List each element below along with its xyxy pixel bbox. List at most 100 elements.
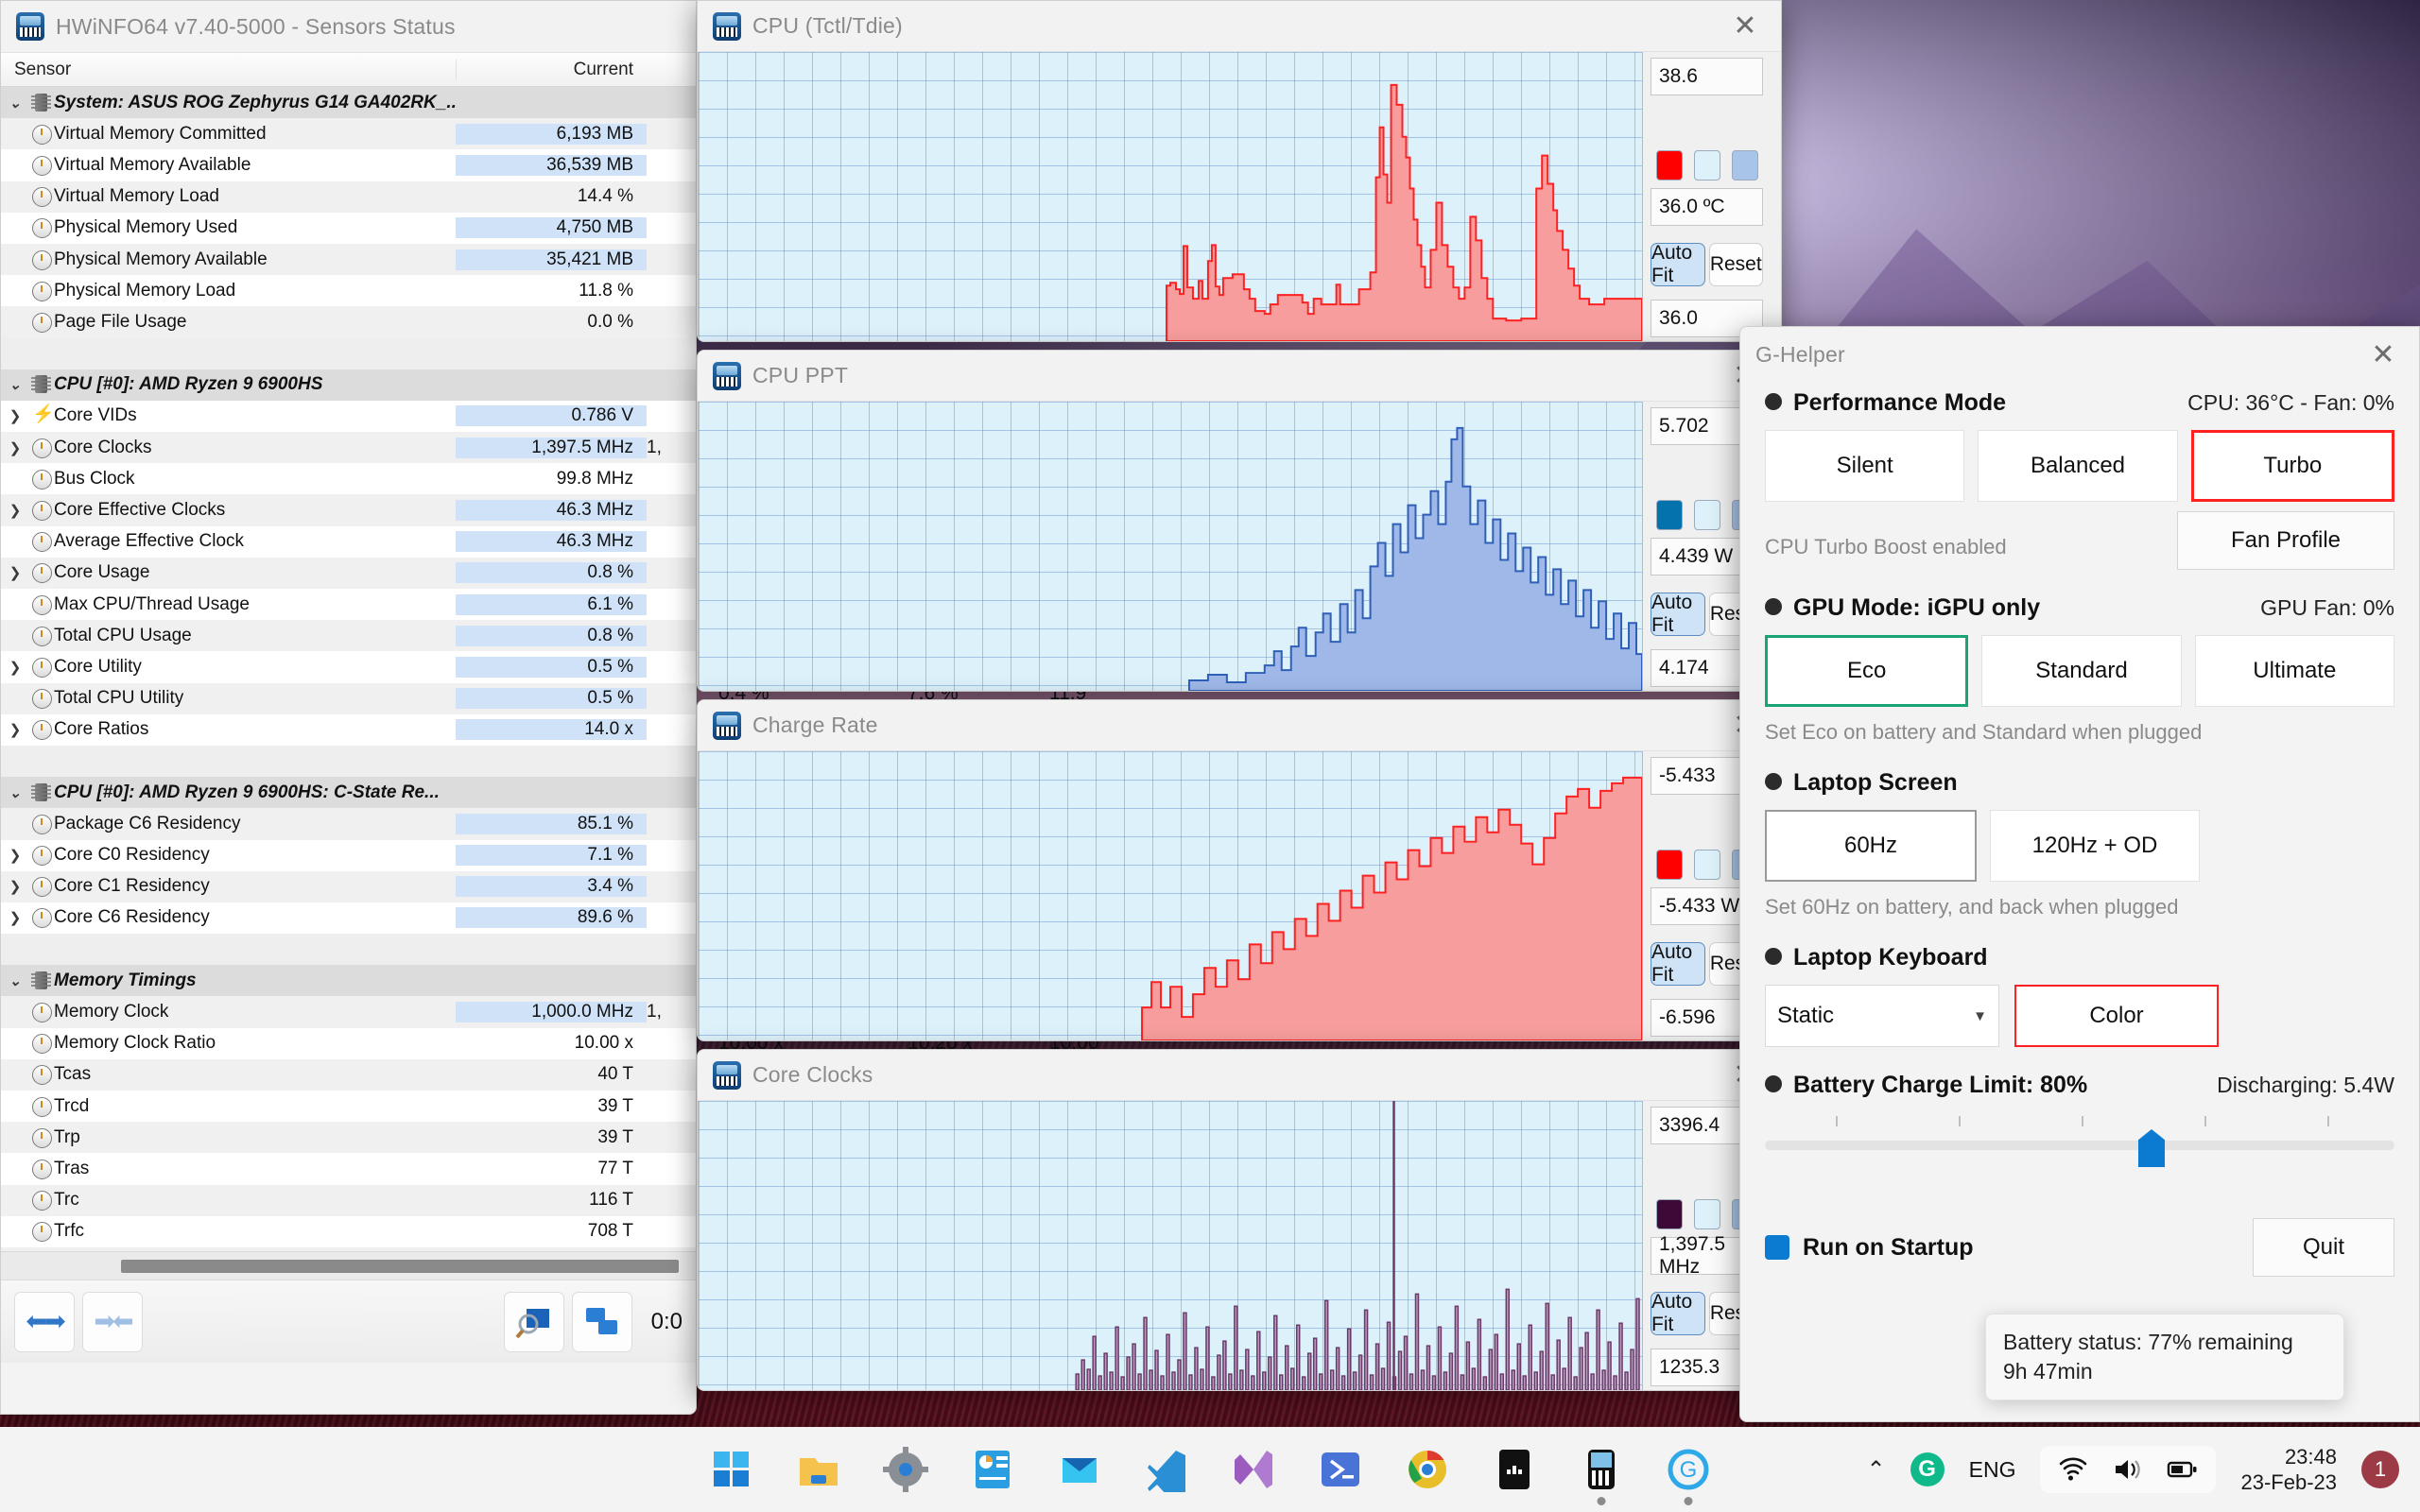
- sensor-row[interactable]: Command Rate1 T: [1, 1246, 696, 1251]
- graph-window-cpu-ppt[interactable]: CPU PPT ✕ 5.702 4.439 W Auto Fit Reset 4…: [697, 350, 1782, 692]
- notification-badge[interactable]: 1: [2361, 1451, 2399, 1488]
- auto-fit-button[interactable]: Auto Fit: [1651, 242, 1705, 286]
- swatch-background-color[interactable]: [1694, 850, 1720, 880]
- sensor-row[interactable]: Total CPU Usage 0.8 %: [1, 620, 696, 652]
- sensor-row[interactable]: Virtual Memory Committed 6,193 MB: [1, 118, 696, 150]
- sensor-group-row[interactable]: ⌄ System: ASUS ROG Zephyrus G14 GA402RK_.…: [1, 87, 696, 119]
- close-icon[interactable]: ✕: [1733, 10, 1757, 42]
- snapshot-button[interactable]: [503, 1291, 564, 1352]
- battery-limit-slider[interactable]: [1765, 1116, 2394, 1175]
- hwinfo-icon[interactable]: [1579, 1447, 1624, 1505]
- sensor-row[interactable]: ❯ Core Usage 0.8 %: [1, 557, 696, 589]
- graph-titlebar-core-clocks[interactable]: Core Clocks ✕: [698, 1050, 1781, 1101]
- sensor-row[interactable]: Average Effective Clock 46.3 MHz: [1, 525, 696, 558]
- keyboard-mode-select[interactable]: Static ▼: [1765, 985, 1999, 1047]
- ghelper-titlebar[interactable]: G-Helper ✕: [1740, 327, 2419, 382]
- mail-icon[interactable]: [1057, 1447, 1102, 1492]
- sensor-row[interactable]: ❯ Core C6 Residency 89.6 %: [1, 902, 696, 935]
- screen-120hz-button[interactable]: 120Hz + OD: [1990, 810, 2200, 882]
- gpu-eco-button[interactable]: Eco: [1765, 635, 1969, 707]
- sensor-row[interactable]: Trp 39 T: [1, 1122, 696, 1154]
- quick-settings-group[interactable]: [2040, 1446, 2217, 1493]
- chevron-down-icon[interactable]: ⌄: [9, 377, 22, 394]
- mode-silent-button[interactable]: Silent: [1765, 430, 1965, 502]
- remote-monitor-button[interactable]: [571, 1291, 632, 1352]
- sensor-row[interactable]: ❯ Core VIDs 0.786 V: [1, 400, 696, 433]
- chevron-down-icon[interactable]: ⌄: [9, 784, 22, 801]
- auto-fit-button[interactable]: Auto Fit: [1651, 592, 1705, 636]
- chevron-right-icon[interactable]: ❯: [9, 879, 22, 896]
- graph-titlebar-cpu-temp[interactable]: CPU (Tctl/Tdie) ✕: [698, 1, 1781, 52]
- sensor-row[interactable]: ❯ Core Effective Clocks 46.3 MHz: [1, 494, 696, 526]
- hwinfo-titlebar[interactable]: HWiNFO64 v7.40-5000 - Sensors Status: [1, 1, 696, 53]
- screen-refresh-buttons[interactable]: 60Hz 120Hz + OD: [1765, 810, 2200, 882]
- slider-thumb[interactable]: [2138, 1129, 2165, 1167]
- swatch-background-color[interactable]: [1694, 1199, 1720, 1229]
- vs-code-icon[interactable]: [1144, 1447, 1189, 1505]
- sensor-grid[interactable]: ⌄ System: ASUS ROG Zephyrus G14 GA402RK_.…: [1, 87, 696, 1251]
- plot-area-cpu-ppt[interactable]: [698, 402, 1643, 691]
- sensor-row[interactable]: Tcas 40 T: [1, 1058, 696, 1091]
- screen-60hz-button[interactable]: 60Hz: [1765, 810, 1977, 882]
- sensor-row[interactable]: Bus Clock 99.8 MHz: [1, 463, 696, 495]
- chart-app-icon[interactable]: [970, 1447, 1015, 1492]
- chevron-right-icon[interactable]: ❯: [9, 910, 22, 927]
- windows-taskbar[interactable]: G ⌃ G ENG 23:48 23-Feb-23 1: [0, 1427, 2420, 1512]
- graph-titlebar-cpu-ppt[interactable]: CPU PPT ✕: [698, 351, 1781, 402]
- graph-window-charge-rate[interactable]: Charge Rate ✕ -5.433 -5.433 W Auto Fit R…: [697, 699, 1782, 1041]
- horizontal-scrollbar[interactable]: [1, 1251, 696, 1280]
- sensor-row[interactable]: Trfc 708 T: [1, 1215, 696, 1247]
- plot-area-cpu-temp[interactable]: [698, 52, 1643, 341]
- sensor-row[interactable]: Physical Memory Used 4,750 MB: [1, 212, 696, 244]
- taskbar-clock[interactable]: 23:48 23-Feb-23: [2240, 1444, 2337, 1496]
- swatch-current-color[interactable]: [1656, 150, 1683, 180]
- sensor-row[interactable]: Package C6 Residency 85.1 %: [1, 808, 696, 840]
- column-header-current[interactable]: Current: [456, 59, 647, 80]
- ghelper-window[interactable]: G-Helper ✕ Performance Mode CPU: 36°C - …: [1739, 326, 2420, 1422]
- settings-icon[interactable]: [883, 1447, 928, 1492]
- chrome-icon[interactable]: [1405, 1447, 1450, 1492]
- reset-button[interactable]: Reset: [1708, 243, 1763, 286]
- gpu-mode-buttons[interactable]: Eco Standard Ultimate: [1765, 635, 2394, 707]
- visual-studio-icon[interactable]: [1231, 1447, 1276, 1492]
- plot-area-charge-rate[interactable]: [698, 751, 1643, 1040]
- run-on-startup-checkbox[interactable]: [1765, 1235, 1789, 1260]
- sensor-row[interactable]: Virtual Memory Available 36,539 MB: [1, 149, 696, 181]
- gpu-ultimate-button[interactable]: Ultimate: [2194, 635, 2394, 707]
- language-indicator[interactable]: ENG: [1968, 1456, 2016, 1482]
- scrollbar-thumb[interactable]: [121, 1259, 679, 1273]
- chevron-right-icon[interactable]: ❯: [9, 848, 22, 865]
- sensor-row[interactable]: ❯ Core Ratios 14.0 x: [1, 713, 696, 746]
- collapse-all-button[interactable]: ➡⬅: [82, 1291, 143, 1352]
- sensor-row[interactable]: Memory Clock Ratio 10.00 x: [1, 1027, 696, 1059]
- column-header-sensor[interactable]: Sensor: [14, 59, 72, 79]
- wifi-icon[interactable]: [2057, 1455, 2089, 1484]
- chevron-right-icon[interactable]: ❯: [9, 503, 22, 520]
- mode-turbo-button[interactable]: Turbo: [2190, 430, 2394, 502]
- sensor-group-row[interactable]: ⌄ CPU [#0]: AMD Ryzen 9 6900HS: [1, 369, 696, 401]
- start-icon[interactable]: [709, 1447, 754, 1492]
- swatch-current-color[interactable]: [1656, 850, 1683, 880]
- chevron-down-icon[interactable]: ⌄: [9, 94, 22, 112]
- plot-area-core-clocks[interactable]: [698, 1101, 1643, 1390]
- close-icon[interactable]: ✕: [2371, 338, 2395, 370]
- sensor-row[interactable]: Page File Usage 0.0 %: [1, 306, 696, 338]
- sensor-row[interactable]: Memory Clock 1,000.0 MHz 1,: [1, 996, 696, 1028]
- chevron-right-icon[interactable]: ❯: [9, 565, 22, 582]
- expand-all-button[interactable]: ⬅➡: [14, 1291, 75, 1352]
- spotify-icon[interactable]: [1492, 1447, 1537, 1492]
- sensor-group-row[interactable]: ⌄ CPU [#0]: AMD Ryzen 9 6900HS: C-State R…: [1, 777, 696, 809]
- file-explorer-icon[interactable]: [796, 1447, 841, 1492]
- grammarly-icon[interactable]: G: [1666, 1447, 1711, 1505]
- sensor-row[interactable]: Tras 77 T: [1, 1153, 696, 1185]
- sensor-row[interactable]: Max CPU/Thread Usage 6.1 %: [1, 589, 696, 621]
- taskbar-app-icons[interactable]: G: [709, 1447, 1711, 1505]
- sensor-row[interactable]: ❯ Core Utility 0.5 %: [1, 651, 696, 683]
- powershell-icon[interactable]: [1318, 1447, 1363, 1492]
- sensor-row[interactable]: Virtual Memory Load 14.4 %: [1, 180, 696, 213]
- sensor-row[interactable]: Total CPU Utility 0.5 %: [1, 682, 696, 714]
- sensor-row[interactable]: Trcd 39 T: [1, 1091, 696, 1123]
- tray-grammarly-icon[interactable]: G: [1910, 1452, 1945, 1486]
- swatch-current-color[interactable]: [1656, 500, 1683, 530]
- show-hidden-icons-chevron-icon[interactable]: ⌃: [1866, 1456, 1886, 1483]
